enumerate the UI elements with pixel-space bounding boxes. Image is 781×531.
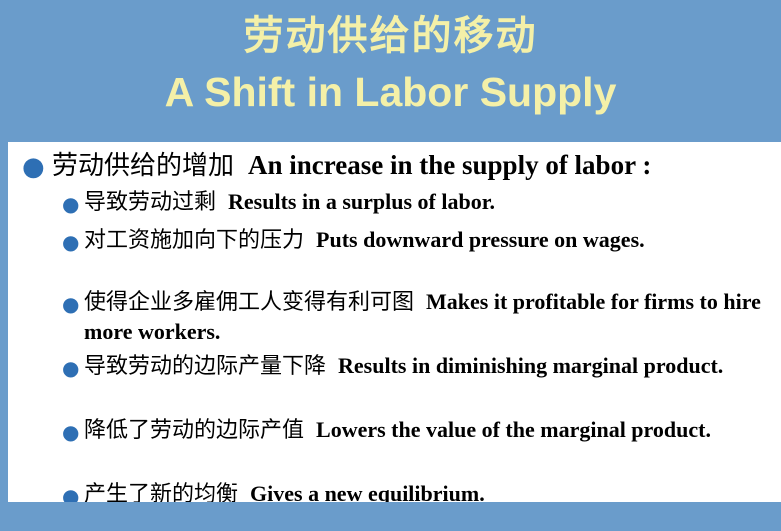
sub-bullet-item: 对工资施加向下的压力 Puts downward pressure on wage… [84, 226, 778, 256]
sub-bullet-english: Gives a new equilibrium. [250, 481, 485, 506]
sub-bullet-icon: ● [62, 192, 80, 216]
main-bullet-chinese: 劳动供给的增加 [52, 151, 235, 181]
sub-bullet-chinese: 降低了劳动的边际产值 [84, 418, 305, 443]
sub-bullet-item: 使得企业多雇佣工人变得有利可图 Makes it profitable for f… [84, 288, 778, 348]
sub-bullet-item: 导致劳动的边际产量下降 Results in diminishing margin… [84, 352, 778, 382]
sub-bullet-chinese: 导致劳动的边际产量下降 [84, 354, 327, 379]
slide-title-chinese: 劳动供给的移动 [243, 13, 538, 59]
sub-bullet-icon: ● [62, 420, 80, 444]
sub-bullet-icon: ● [62, 230, 80, 254]
sub-bullet-english: Results in diminishing marginal product. [338, 353, 724, 378]
sub-bullet-item: 导致劳动过剩 Results in a surplus of labor. [84, 188, 778, 218]
content-panel: ● 劳动供给的增加 An increase in the supply of la… [8, 142, 781, 507]
sub-bullet-chinese: 对工资施加向下的压力 [84, 228, 305, 253]
sub-bullet-item: 降低了劳动的边际产值 Lowers the value of the margin… [84, 416, 778, 446]
bottom-strip [0, 502, 781, 531]
sub-bullet-chinese: 使得企业多雇佣工人变得有利可图 [84, 290, 415, 315]
main-bullet-english: An increase in the supply of labor : [248, 150, 652, 180]
sub-bullet-english: Results in a surplus of labor. [228, 189, 495, 214]
sub-bullet-chinese: 导致劳动过剩 [84, 190, 217, 215]
main-bullet-icon: ● [22, 152, 45, 182]
slide-title-english: A Shift in Labor Supply [164, 69, 617, 115]
sub-bullet-icon: ● [62, 484, 80, 508]
slide-title: 劳动供给的移动 A Shift in Labor Supply [0, 8, 781, 116]
sub-bullet-english: Puts downward pressure on wages. [316, 227, 645, 252]
sub-bullet-english: Lowers the value of the marginal product… [316, 417, 711, 442]
sub-bullet-icon: ● [62, 356, 80, 380]
main-bullet: 劳动供给的增加 An increase in the supply of labo… [52, 148, 651, 186]
sub-bullet-icon: ● [62, 292, 80, 316]
sub-bullet-english: Makes it profitable for firms to hire mo… [84, 289, 761, 344]
